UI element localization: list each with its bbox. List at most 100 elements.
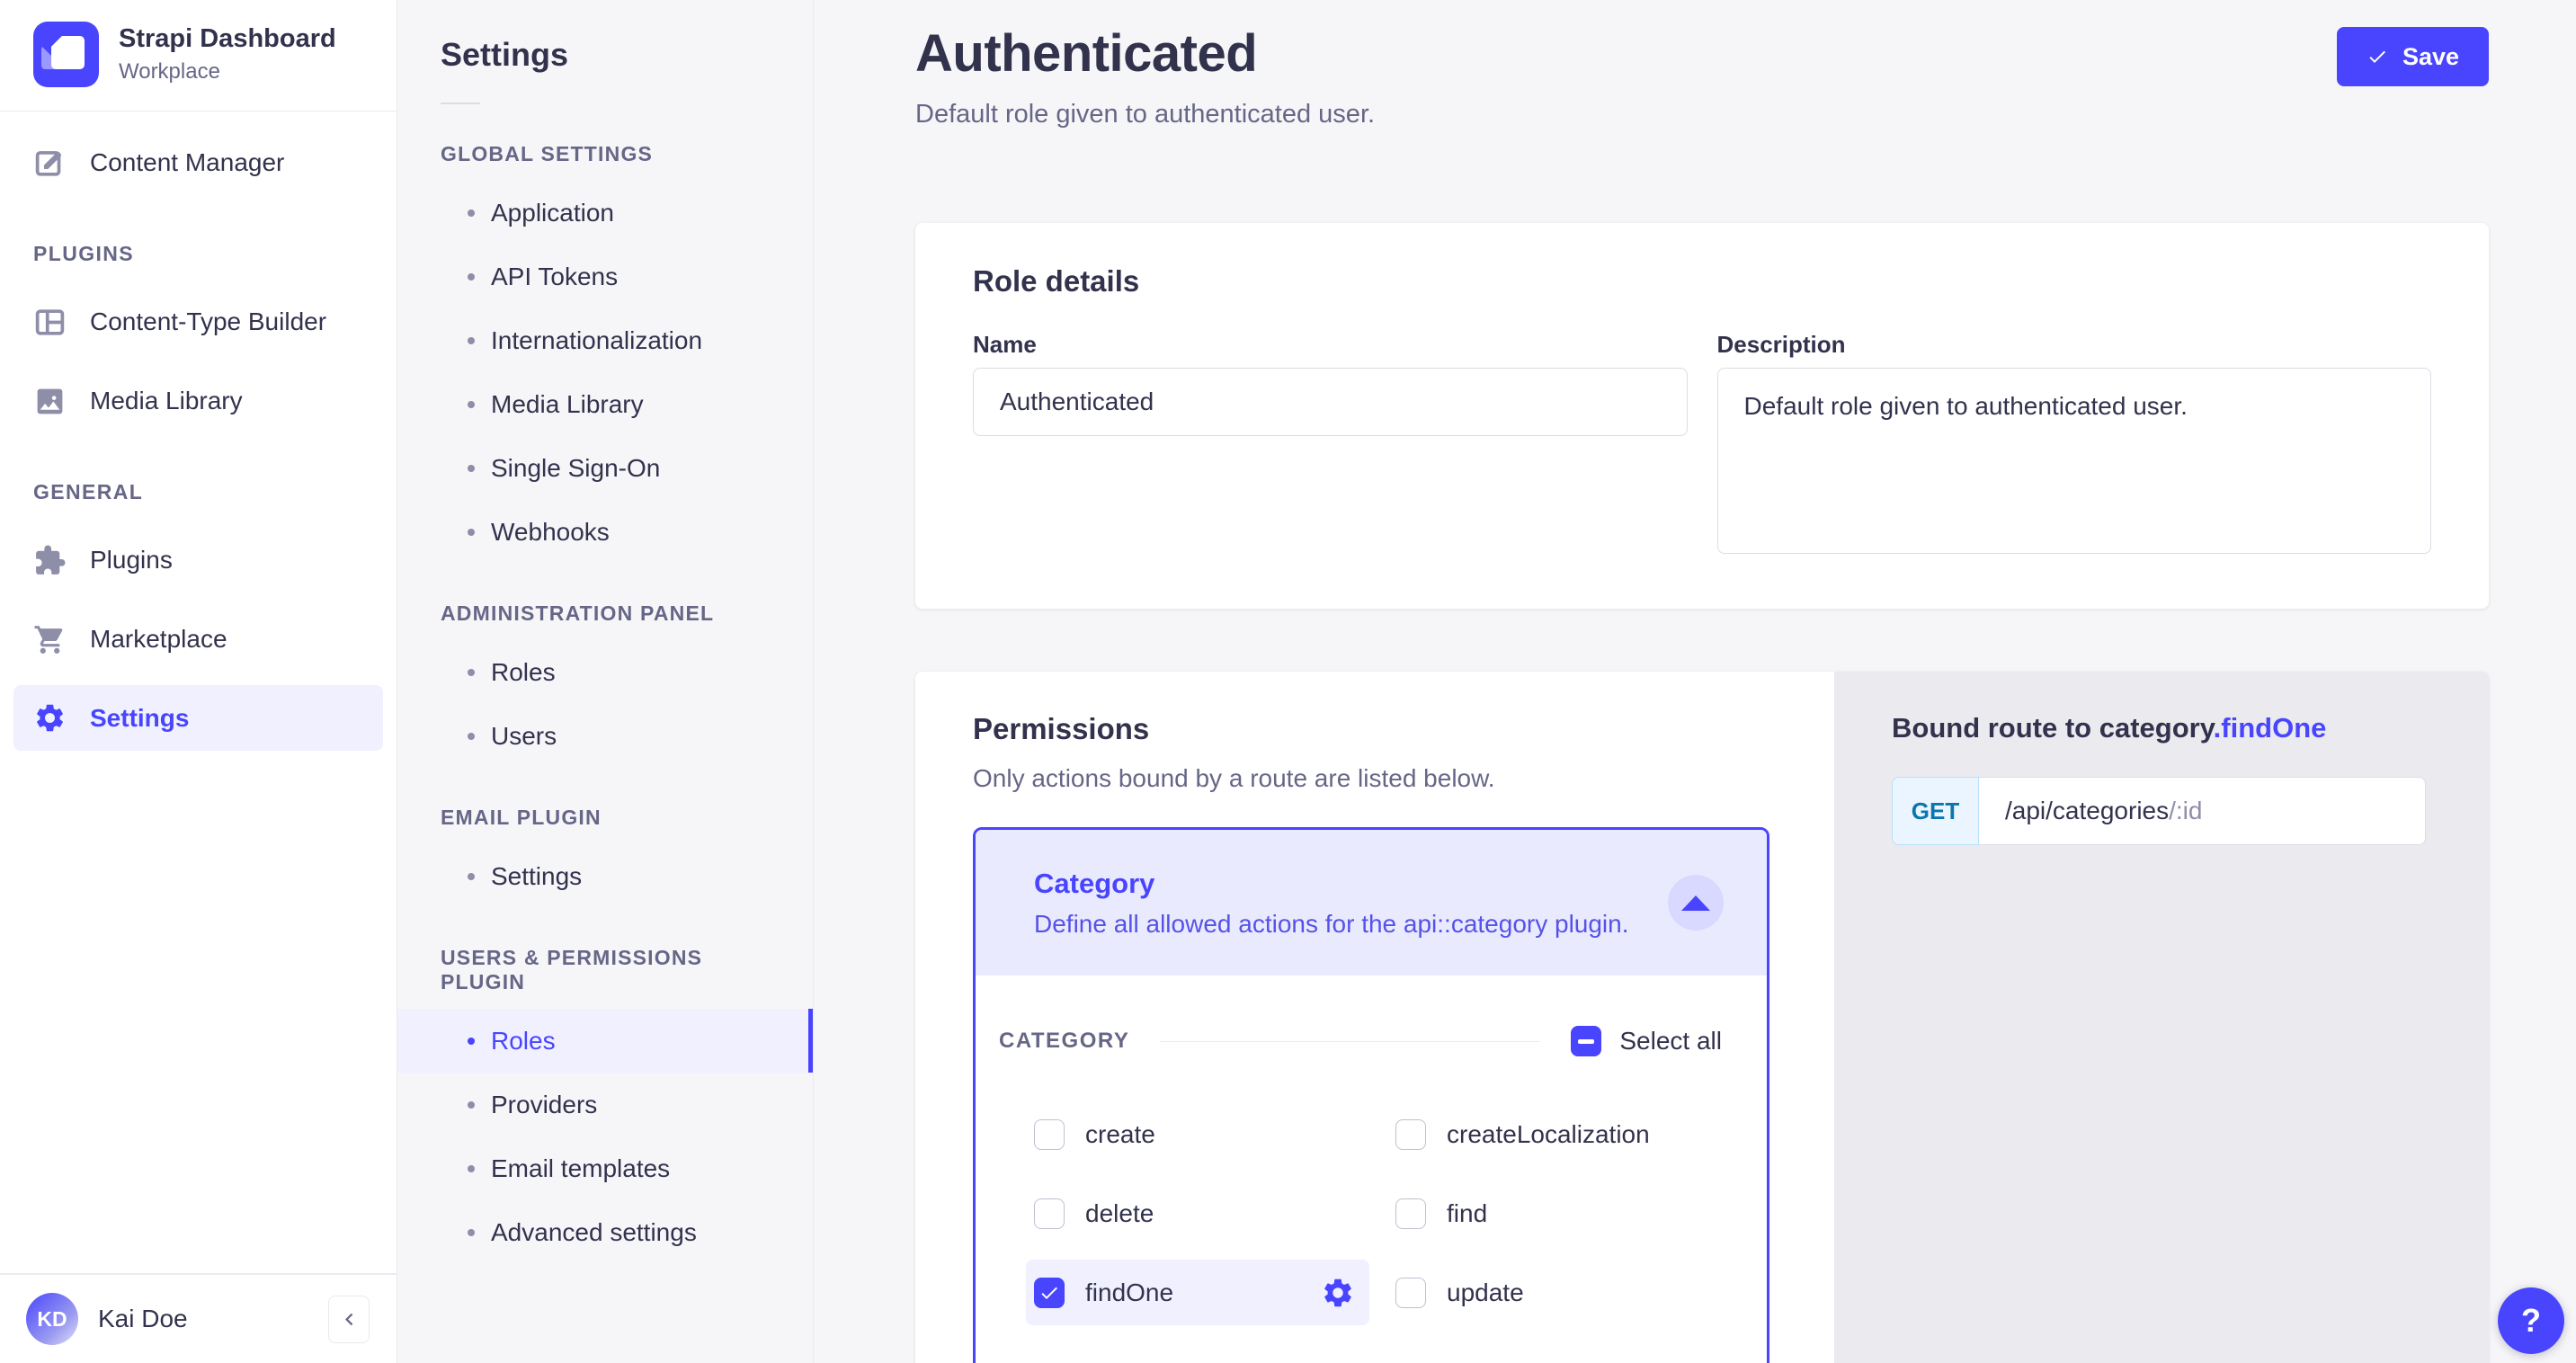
subnav-item-api-tokens[interactable]: API Tokens — [397, 245, 813, 308]
nav-item-media-library[interactable]: Media Library — [0, 361, 397, 441]
chevron-left-icon — [344, 1313, 352, 1325]
subnav-title: Settings — [441, 36, 569, 73]
brand-text: Strapi Dashboard Workplace — [119, 24, 336, 84]
description-textarea[interactable] — [1716, 368, 2431, 554]
delete-checkbox[interactable] — [1034, 1198, 1065, 1229]
subnav-item-up-roles[interactable]: Roles — [397, 1009, 813, 1073]
findone-settings-button[interactable] — [1321, 1276, 1355, 1310]
findone-checkbox[interactable] — [1034, 1277, 1065, 1308]
select-all-checkbox[interactable] — [1571, 1026, 1602, 1056]
subnav-item-application[interactable]: Application — [397, 181, 813, 245]
workspace-switcher[interactable]: Strapi Dashboard Workplace — [0, 0, 397, 111]
nav-item-label: Plugins — [90, 546, 173, 574]
save-button[interactable]: Save — [2336, 27, 2489, 86]
action-label: find — [1447, 1198, 1488, 1227]
role-details-card: Role details Name Description — [915, 223, 2489, 609]
action-label: createLocalization — [1447, 1119, 1650, 1148]
subnav-item-media-library[interactable]: Media Library — [397, 372, 813, 436]
update-checkbox[interactable] — [1395, 1277, 1426, 1308]
settings-subnav: Settings GLOBAL SETTINGS Application API… — [397, 0, 814, 1363]
subnav-item-email-templates[interactable]: Email templates — [397, 1136, 813, 1200]
subnav-item-label: Roles — [491, 1026, 556, 1055]
find-checkbox[interactable] — [1395, 1198, 1426, 1229]
subnav-item-providers[interactable]: Providers — [397, 1073, 813, 1136]
subnav-item-advanced-settings[interactable]: Advanced settings — [397, 1200, 813, 1264]
actions-grid: create createLocalization delete — [1026, 1101, 1722, 1325]
permissions-heading: Permissions — [973, 712, 1150, 745]
route-chip: GET /api/categories/:id — [1892, 777, 2426, 845]
image-icon — [37, 388, 63, 414]
divider — [1160, 1040, 1541, 1042]
divider — [0, 1273, 397, 1274]
gear-icon — [37, 704, 63, 732]
category-accordion-header[interactable]: Category Define all allowed actions for … — [976, 830, 1767, 975]
bound-route-title-action: .findOne — [2213, 712, 2327, 744]
name-label: Name — [973, 331, 1037, 358]
minus-icon — [1578, 1038, 1595, 1044]
strapi-logo-icon — [33, 22, 99, 87]
select-all-label: Select all — [1619, 1027, 1722, 1055]
subnav-item-label: Internationalization — [491, 325, 703, 354]
help-button[interactable]: ? — [2498, 1287, 2564, 1354]
action-row-update[interactable]: update — [1387, 1260, 1722, 1325]
nav-section-plugins: PLUGINS — [33, 242, 135, 265]
subnav-item-label: Single Sign-On — [491, 453, 661, 482]
role-details-heading: Role details — [973, 264, 1140, 298]
permissions-subtitle: Only actions bound by a route are listed… — [973, 764, 1495, 792]
puzzle-icon — [36, 545, 66, 575]
active-indicator — [808, 1009, 813, 1073]
avatar[interactable]: KD — [26, 1293, 78, 1345]
subnav-section-email-plugin: EMAIL PLUGIN — [441, 806, 602, 829]
subnav-item-internationalization[interactable]: Internationalization — [397, 308, 813, 372]
category-accordion-description: Define all allowed actions for the api::… — [1034, 909, 1629, 938]
app-title: Strapi Dashboard — [119, 24, 336, 54]
main-content: Authenticated Default role given to auth… — [814, 0, 2576, 1363]
collapse-accordion-button[interactable] — [1668, 875, 1724, 931]
create-checkbox[interactable] — [1034, 1118, 1065, 1150]
route-path-base: /api/categories — [2005, 797, 2170, 824]
http-method-badge: GET — [1892, 777, 1979, 845]
route-path-param: /:id — [2169, 797, 2203, 824]
collapse-sidebar-button[interactable] — [328, 1295, 370, 1343]
nav-item-content-type-builder[interactable]: Content-Type Builder — [0, 282, 397, 361]
name-input[interactable] — [973, 368, 1688, 436]
category-group-label: CATEGORY — [999, 1029, 1130, 1053]
subnav-item-admin-roles[interactable]: Roles — [397, 640, 813, 704]
nav-item-label: Marketplace — [90, 625, 227, 653]
select-all[interactable]: Select all — [1571, 1026, 1722, 1056]
bullet-icon — [468, 732, 475, 740]
action-row-findone[interactable]: findOne — [1026, 1260, 1369, 1325]
category-group-row: CATEGORY Select all — [999, 1026, 1722, 1056]
category-accordion-body: CATEGORY Select all — [976, 975, 1767, 1363]
nav-item-marketplace[interactable]: Marketplace — [0, 600, 397, 679]
subnav-item-label: Webhooks — [491, 517, 610, 546]
action-row-createlocalization[interactable]: createLocalization — [1387, 1101, 1722, 1167]
user-name[interactable]: Kai Doe — [98, 1305, 188, 1332]
subnav-item-admin-users[interactable]: Users — [397, 704, 813, 768]
action-row-create[interactable]: create — [1026, 1101, 1369, 1167]
action-row-delete[interactable]: delete — [1026, 1180, 1369, 1246]
subnav-item-label: Roles — [491, 657, 556, 686]
nav-item-plugins[interactable]: Plugins — [0, 521, 397, 600]
bullet-icon — [468, 336, 475, 344]
subnav-item-webhooks[interactable]: Webhooks — [397, 500, 813, 564]
subnav-item-label: Media Library — [491, 389, 644, 418]
edit-icon — [35, 149, 63, 176]
subnav-item-label: Email templates — [491, 1154, 671, 1182]
nav-item-content-manager[interactable]: Content Manager — [0, 123, 397, 202]
nav-item-label: Settings — [90, 703, 190, 732]
category-accordion: Category Define all allowed actions for … — [973, 827, 1769, 1363]
check-icon — [1041, 1287, 1057, 1299]
subnav-item-single-sign-on[interactable]: Single Sign-On — [397, 436, 813, 500]
subnav-item-email-settings[interactable]: Settings — [397, 844, 813, 908]
permissions-panel: Permissions Only actions bound by a rout… — [915, 672, 1834, 1363]
description-label: Description — [1716, 331, 1846, 358]
bullet-icon — [468, 209, 475, 217]
main-sidebar: Strapi Dashboard Workplace Content Manag… — [0, 0, 397, 1363]
bound-route-title-prefix: Bound route to category — [1892, 712, 2214, 744]
action-row-find[interactable]: find — [1387, 1180, 1722, 1246]
createlocalization-checkbox[interactable] — [1395, 1118, 1426, 1150]
nav-item-label: Content-Type Builder — [90, 307, 327, 335]
nav-item-settings[interactable]: Settings — [13, 685, 383, 751]
